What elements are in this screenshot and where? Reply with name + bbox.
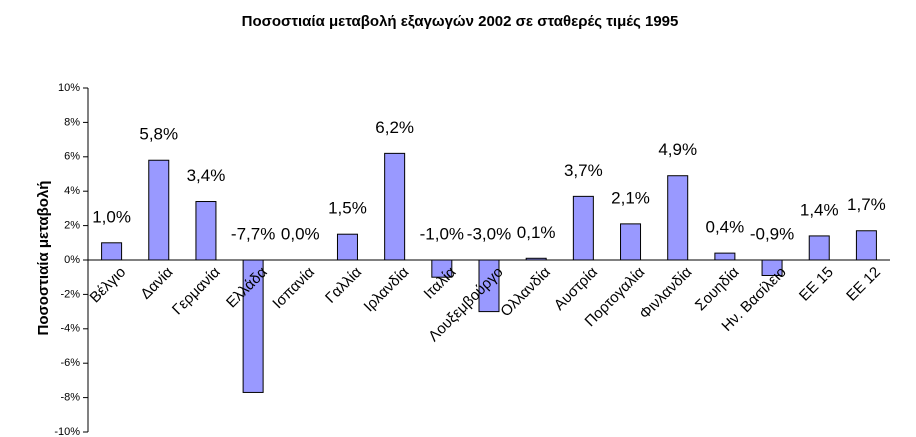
y-tick-label: 8% [64, 116, 80, 128]
data-label: 1,0% [92, 207, 131, 226]
bar [808, 235, 830, 261]
data-label: 0,0% [281, 224, 320, 243]
data-label: 0,4% [706, 218, 745, 237]
data-label: -1,0% [420, 224, 464, 243]
x-tick-label: Ισπανία [269, 263, 318, 312]
data-label: 1,5% [328, 199, 367, 218]
data-label: 3,4% [187, 166, 226, 185]
y-tick-label: 2% [64, 220, 80, 232]
x-tick-label: Ολλανδία [497, 263, 554, 320]
x-tick-label: Βέλγιο [87, 264, 130, 307]
bar [855, 230, 877, 261]
data-label: 4,9% [658, 140, 697, 159]
y-tick-label: -4% [60, 323, 80, 335]
x-tick-label: ΕΕ 15 [796, 264, 837, 305]
bar [195, 201, 217, 261]
data-label: 0,1% [517, 223, 556, 242]
x-tick-label: Φινλανδία [636, 263, 695, 322]
chart-title: Ποσοστιαία μεταβολή εξαγωγών 2002 σε στα… [242, 13, 679, 30]
x-tick-label: ΕΕ 12 [843, 264, 884, 305]
data-label: 3,7% [564, 161, 603, 180]
data-label: -7,7% [231, 224, 275, 243]
data-label: 6,2% [375, 118, 414, 137]
data-label: -0,9% [750, 224, 794, 243]
y-tick-label: 10% [58, 82, 80, 94]
y-tick-label: 0% [64, 254, 80, 266]
data-label: 1,7% [847, 195, 886, 214]
y-tick-label: -8% [60, 392, 80, 404]
x-tick-label: Ιρλανδία [361, 263, 413, 315]
bar [572, 195, 594, 261]
data-label: 1,4% [800, 200, 839, 219]
y-tick-label: -2% [60, 288, 80, 300]
bar [101, 242, 123, 261]
y-tick-label: -10% [54, 426, 80, 437]
y-tick-label: -6% [60, 357, 80, 369]
bar [148, 159, 170, 261]
bar [714, 252, 736, 261]
x-tick-label: Γερμανία [169, 263, 224, 318]
bar [384, 152, 406, 261]
data-label: 2,1% [611, 188, 650, 207]
y-axis-label: Ποσοστιαία μεταβολή [35, 181, 52, 336]
y-tick-label: 6% [64, 151, 80, 163]
bar [620, 223, 642, 261]
bar [667, 175, 689, 261]
x-tick-label: Γαλλία [322, 263, 365, 306]
data-label: 5,8% [139, 125, 178, 144]
x-tick-label: Δανία [137, 263, 176, 302]
y-tick-label: 4% [64, 185, 80, 197]
data-label: -3,0% [467, 224, 511, 243]
bar [336, 233, 358, 261]
